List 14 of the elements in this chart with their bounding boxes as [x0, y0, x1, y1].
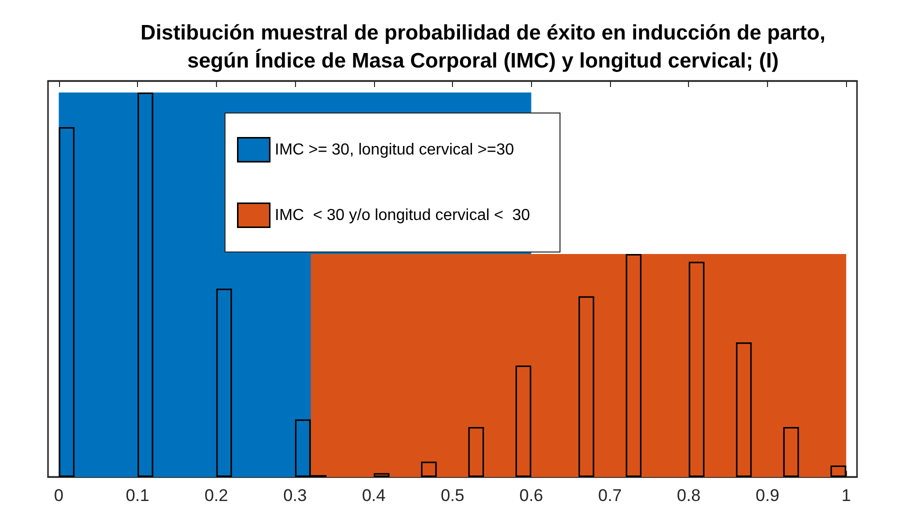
x-tick-label: 0.8 — [676, 486, 701, 505]
x-tick-label: 0.2 — [204, 486, 228, 505]
chart-title: Distibución muestral de probabilidad de éxito en inducción de parto, según Índice de Masa Corporal (IMC) y longitud cervical; (I) — [140, 22, 826, 72]
x-tick-label: 0 — [54, 486, 64, 505]
x-tick-label: 0.5 — [440, 486, 464, 505]
x-tick-label: 0.7 — [598, 486, 622, 505]
legend-label: IMC < 30 y/o longitud cervical < 30 — [274, 206, 530, 224]
x-tick-label: 0.6 — [519, 486, 544, 505]
x-tick-label: 1 — [841, 486, 851, 505]
x-tick-label: 0.4 — [362, 486, 386, 505]
x-tick-label: 0.1 — [126, 486, 150, 505]
x-tick-label: 0.3 — [283, 486, 307, 505]
legend-label: IMC >= 30, longitud cervical >=30 — [274, 141, 514, 158]
x-tick-label: 0.9 — [756, 486, 780, 505]
